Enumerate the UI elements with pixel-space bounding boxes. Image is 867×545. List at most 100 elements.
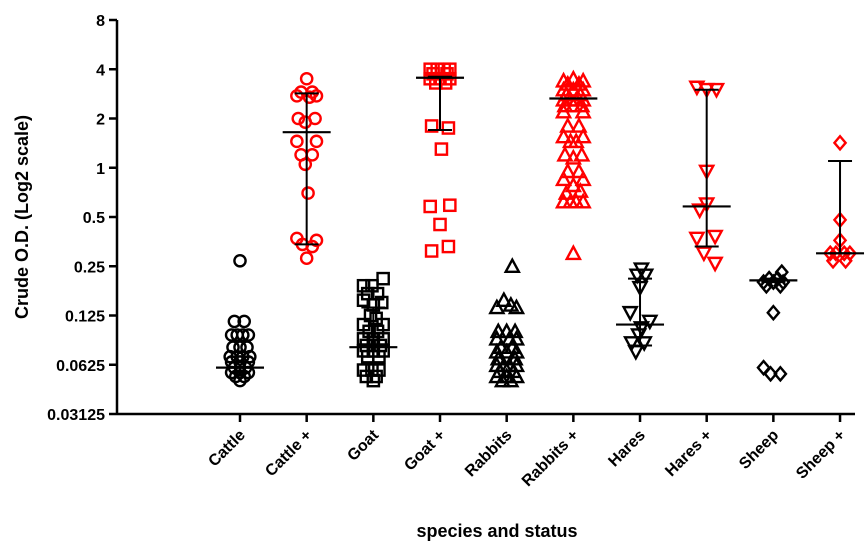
data-point-circle bbox=[290, 89, 304, 103]
data-point-triangle-down bbox=[637, 268, 655, 285]
data-point-square bbox=[441, 239, 456, 254]
x-category-label: Sheep bbox=[736, 427, 782, 473]
data-point-square bbox=[359, 369, 374, 384]
data-point-circle bbox=[233, 373, 247, 388]
data-point-square bbox=[441, 121, 456, 135]
data-point-triangle bbox=[554, 102, 573, 119]
data-point-circle bbox=[299, 251, 314, 265]
y-tick-label: 4 bbox=[96, 62, 105, 79]
x-category-label: Sheep + bbox=[793, 427, 849, 483]
data-point-circle bbox=[301, 186, 315, 200]
data-point-square bbox=[376, 271, 390, 286]
data-point-diamond bbox=[823, 244, 838, 262]
x-category-label: Cattle bbox=[205, 427, 249, 471]
data-point-diamond bbox=[759, 277, 774, 295]
data-point-triangle bbox=[564, 244, 582, 261]
data-point-triangle-down bbox=[706, 229, 724, 246]
data-point-triangle bbox=[507, 298, 526, 315]
y-axis-ticks: 8 4 2 1 0.5 0.25 0.125 0.0625 0.03125 bbox=[47, 13, 117, 424]
data-point-circle bbox=[309, 134, 324, 149]
data-point-circle bbox=[298, 157, 313, 172]
x-category-label: Goat + bbox=[401, 427, 449, 475]
data-point-triangle bbox=[573, 96, 591, 113]
data-point-triangle bbox=[559, 116, 577, 133]
data-point-triangle bbox=[498, 342, 516, 359]
y-tick-label: 0.5 bbox=[83, 210, 105, 227]
data-point-triangle-down bbox=[691, 203, 709, 220]
x-category-label: Goat bbox=[344, 426, 382, 464]
data-point-circle bbox=[290, 134, 304, 149]
data-point-triangle bbox=[502, 371, 520, 388]
data-point-triangle-down bbox=[706, 256, 724, 273]
data-marks bbox=[216, 62, 865, 388]
y-tick-label: 1 bbox=[96, 161, 105, 178]
data-point-square bbox=[434, 142, 449, 156]
data-point-circle bbox=[298, 115, 313, 129]
y-tick-label: 0.03125 bbox=[47, 407, 105, 424]
data-point-triangle-down bbox=[621, 305, 639, 322]
data-point-diamond bbox=[773, 277, 788, 295]
y-tick-label: 0.125 bbox=[65, 309, 105, 326]
data-point-triangle bbox=[493, 371, 512, 388]
data-point-triangle-down bbox=[688, 231, 706, 248]
data-point-triangle-down bbox=[628, 268, 646, 285]
data-point-triangle bbox=[574, 127, 592, 144]
data-point-triangle bbox=[570, 162, 588, 179]
data-point-triangle bbox=[503, 257, 521, 274]
data-point-circle bbox=[233, 253, 247, 268]
data-point-triangle bbox=[556, 145, 574, 162]
data-point-square bbox=[366, 373, 381, 388]
data-point-circle bbox=[299, 71, 314, 86]
data-point-diamond bbox=[766, 304, 781, 322]
data-point-diamond bbox=[832, 134, 848, 152]
x-axis-categories: Cattle Cattle + Goat Goat + Rabbits Rabbits +… bbox=[205, 414, 849, 490]
data-point-triangle-down bbox=[627, 344, 645, 361]
data-point-diamond bbox=[773, 365, 788, 383]
data-point-triangle bbox=[564, 176, 582, 193]
data-point-triangle bbox=[574, 102, 592, 119]
data-point-diamond bbox=[763, 365, 778, 383]
x-category-label: Rabbits + bbox=[519, 427, 582, 490]
y-tick-label: 0.0625 bbox=[56, 358, 105, 375]
data-point-triangle bbox=[495, 291, 513, 308]
x-category-label: Hares bbox=[605, 427, 649, 471]
data-point-triangle bbox=[559, 162, 577, 179]
data-point-triangle bbox=[556, 96, 574, 113]
data-point-triangle bbox=[573, 145, 591, 162]
data-point-triangle bbox=[554, 170, 573, 187]
x-category-label: Cattle + bbox=[262, 427, 315, 480]
data-point-square bbox=[424, 244, 439, 258]
data-point-triangle bbox=[564, 148, 582, 165]
x-axis-title: species and status bbox=[416, 521, 577, 541]
data-point-triangle-down bbox=[695, 246, 713, 263]
data-point-circle bbox=[227, 314, 242, 329]
x-category-label: Rabbits bbox=[462, 427, 516, 481]
data-point-circle bbox=[237, 314, 251, 329]
data-point-circle bbox=[302, 90, 317, 104]
y-tick-label: 0.25 bbox=[74, 259, 105, 276]
data-point-triangle bbox=[574, 170, 592, 187]
data-point-triangle bbox=[574, 192, 592, 209]
data-point-triangle-down bbox=[623, 336, 641, 353]
data-point-diamond bbox=[825, 252, 841, 270]
data-point-square bbox=[369, 369, 383, 384]
data-point-circle bbox=[305, 239, 320, 254]
data-point-circle bbox=[291, 111, 306, 126]
data-point-circle bbox=[235, 328, 250, 342]
data-point-triangle bbox=[564, 80, 582, 97]
data-point-triangle bbox=[567, 132, 585, 149]
data-point-square bbox=[356, 278, 371, 293]
data-point-square bbox=[423, 199, 438, 214]
y-tick-label: 8 bbox=[96, 13, 105, 30]
x-category-label: Hares + bbox=[662, 427, 715, 480]
data-point-triangle bbox=[506, 349, 524, 366]
data-point-circle bbox=[309, 89, 324, 103]
data-point-triangle-down bbox=[688, 80, 706, 97]
data-point-diamond bbox=[756, 359, 771, 377]
data-point-triangle-down bbox=[630, 328, 648, 345]
data-point-triangle bbox=[571, 181, 589, 198]
data-point-triangle bbox=[489, 349, 507, 366]
data-point-triangle bbox=[488, 298, 506, 315]
data-point-triangle bbox=[564, 96, 582, 113]
